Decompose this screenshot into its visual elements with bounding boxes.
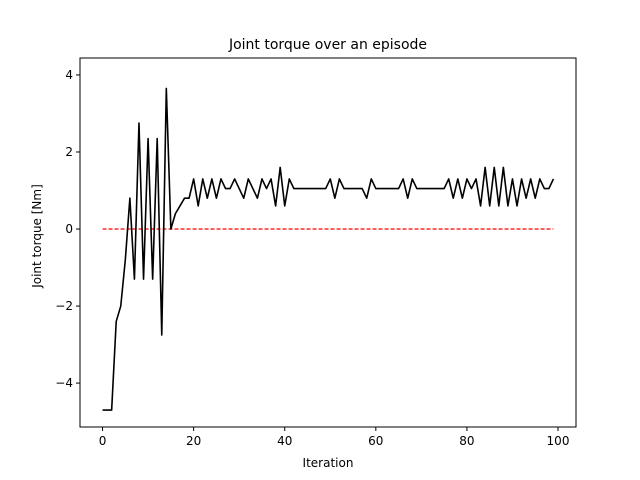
y-tick-label: −4 xyxy=(55,376,73,390)
plot-frame xyxy=(79,57,577,428)
y-axis-label: Joint torque [Nm] xyxy=(30,184,44,289)
x-tick-label: 20 xyxy=(186,434,201,448)
x-tick-label: 40 xyxy=(277,434,292,448)
x-tick-label: 0 xyxy=(99,434,107,448)
x-axis-label: Iteration xyxy=(303,456,354,470)
y-tick-label: 2 xyxy=(65,145,73,159)
chart-title: Joint torque over an episode xyxy=(228,37,427,53)
data-line xyxy=(102,87,555,411)
x-tick-label: 100 xyxy=(547,434,570,448)
y-tick-label: 4 xyxy=(65,68,73,82)
y-tick-label: −2 xyxy=(55,299,73,313)
x-tick-label: 60 xyxy=(368,434,383,448)
x-tick-label: 80 xyxy=(459,434,474,448)
y-tick-label: 0 xyxy=(65,222,73,236)
